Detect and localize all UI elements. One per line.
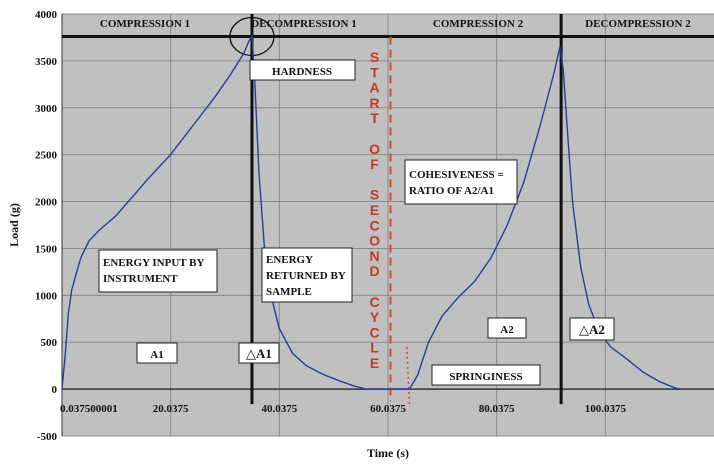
cycle-letter: R [369, 95, 379, 111]
x-tick-label: 0.037500001 [60, 403, 118, 415]
x-tick-label: 20.0375 [153, 403, 189, 415]
a1-label: A1 [150, 349, 163, 361]
springiness-box [431, 364, 541, 386]
tick-layer: -500 0 500 1000 1500 2000 2500 3000 3500 4000 0.03… [35, 9, 626, 443]
y-tick-label: 1000 [35, 290, 58, 302]
a1-box [136, 342, 178, 364]
energy-returned-box [261, 247, 353, 303]
x-tick-label: 80.0375 [479, 403, 515, 415]
phase-label-decompression-2: DECOMPRESSION 2 [585, 18, 691, 30]
energy-input-box [98, 249, 218, 293]
delta-a2-box [569, 317, 615, 341]
energy-input-line-1: ENERGY INPUT BY [103, 257, 205, 269]
cycle-letter: O [369, 233, 380, 249]
cycle-letter: F [370, 156, 379, 172]
cycle-letter: C [369, 294, 379, 310]
cycle-letter: E [370, 355, 379, 371]
springiness-label: SPRINGINESS [449, 371, 522, 383]
hardness-circle [229, 16, 275, 57]
y-tick-label: 3000 [35, 103, 58, 115]
cycle-letter: E [370, 202, 379, 218]
y-tick-label: 2500 [35, 150, 58, 162]
cycle-letter: Y [370, 309, 380, 325]
line-layer [61, 34, 682, 390]
y-tick-label: 1500 [35, 243, 58, 255]
cycle-letter: O [369, 141, 380, 157]
x-tick-label: 60.0375 [370, 403, 406, 415]
grid-layer [61, 13, 714, 437]
a2-label: A2 [500, 324, 514, 336]
phase-label-compression-2: COMPRESSION 2 [433, 18, 524, 30]
cycle-letter: D [369, 263, 379, 279]
phase-label-compression-1: COMPRESSION 1 [100, 18, 190, 30]
cycle-letter: S [370, 49, 379, 65]
cohesiveness-line-1: COHESIVENESS = [409, 169, 504, 181]
delta-a2-label: △A2 [579, 322, 605, 337]
a2-box [487, 317, 527, 339]
y-axis-title: Load (g) [7, 203, 21, 247]
x-tick-label: 40.0375 [261, 403, 297, 415]
delta-a1-label: △A1 [246, 346, 272, 361]
y-tick-label: -500 [37, 431, 58, 443]
cohesiveness-line-2: RATIO OF A2/A1 [409, 185, 494, 197]
cycle-letter: C [369, 217, 379, 233]
cycle-letter: C [369, 324, 379, 340]
hardness-box [249, 59, 356, 81]
force-time-curve [61, 34, 682, 390]
phase-label-decompression-1: DECOMPRESSION 1 [251, 18, 356, 30]
cycle-letter: T [370, 64, 379, 80]
y-tick-label: 500 [41, 337, 58, 349]
x-axis-title: Time (s) [367, 446, 409, 460]
energy-returned-line-3: SAMPLE [266, 286, 312, 298]
hardness-label: HARDNESS [272, 66, 332, 78]
overlay-layer [62, 14, 714, 407]
x-tick-label: 100.0375 [585, 403, 627, 415]
cycle-letter: A [369, 80, 379, 96]
y-tick-label: 2000 [35, 197, 58, 209]
y-tick-label: 4000 [35, 9, 58, 21]
energy-input-line-2: INSTRUMENT [103, 273, 178, 285]
cycle-letter: S [370, 187, 379, 203]
y-tick-label: 3500 [35, 56, 58, 68]
cohesiveness-box [404, 159, 518, 205]
y-tick-label: 0 [52, 384, 58, 396]
energy-returned-line-2: RETURNED BY [266, 270, 346, 282]
delta-a1-box [238, 342, 280, 364]
cycle-letter: L [370, 340, 379, 356]
cycle-letter: T [370, 110, 379, 126]
cycle-letter: N [369, 248, 379, 264]
energy-returned-line-1: ENERGY [266, 254, 313, 266]
